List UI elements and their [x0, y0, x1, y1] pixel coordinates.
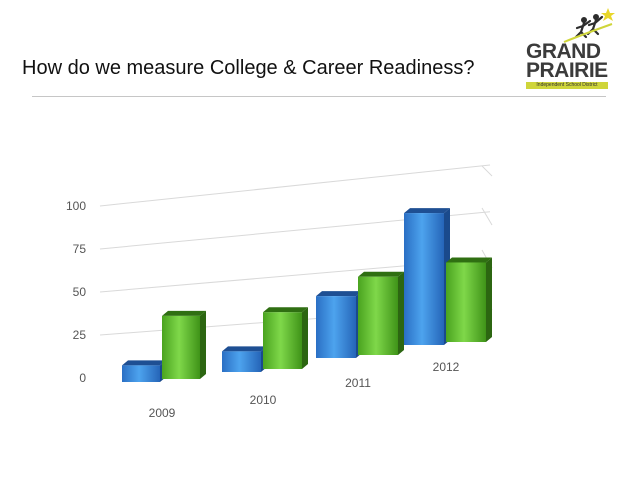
bar-top-face — [162, 310, 206, 316]
school-district-logo: GRAND PRAIRIE Independent School Distric… — [524, 6, 624, 90]
bar-side-face — [398, 271, 404, 355]
bar-green-2009 — [162, 310, 206, 379]
bar-green-2012 — [446, 257, 492, 342]
logo-wordmark-grand: GRAND — [526, 40, 601, 63]
bar-blue-2009 — [122, 360, 166, 382]
y-axis-ticks: 0 25 50 75 100 — [66, 199, 86, 385]
runners-star-icon — [563, 8, 615, 43]
bar-green-2010 — [263, 307, 308, 369]
y-tick-label: 25 — [73, 328, 87, 342]
logo-subtitle: Independent School District — [526, 82, 608, 89]
bar-side-face — [302, 307, 308, 369]
gridline — [99, 164, 491, 207]
gridline-depth — [481, 165, 493, 177]
bar-top-face — [404, 208, 450, 214]
y-tick-label: 100 — [66, 199, 86, 213]
bar-green-2011 — [358, 271, 404, 355]
y-tick-label: 0 — [79, 371, 86, 385]
bar-front-face — [222, 351, 261, 372]
bar-side-face — [486, 257, 492, 342]
bar-blue-2012 — [404, 208, 450, 345]
bar-top-face — [358, 271, 404, 277]
bar-top-face — [263, 307, 308, 313]
bar-front-face — [122, 365, 160, 382]
bar-top-face — [316, 291, 362, 297]
x-tick-label: 2011 — [345, 376, 371, 390]
bar-front-face — [162, 315, 200, 379]
bar-front-face — [358, 276, 398, 355]
bar-top-face — [446, 257, 492, 263]
bar-blue-2010 — [222, 346, 267, 372]
bar-side-face — [200, 310, 206, 379]
bar-front-face — [263, 312, 302, 369]
slide-title: How do we measure College & Career Readi… — [22, 57, 475, 79]
x-axis-ticks: 2009 2010 2011 2012 — [149, 360, 460, 420]
bar-front-face — [446, 262, 486, 342]
bar-front-face — [316, 296, 356, 358]
bar-front-face — [404, 213, 444, 345]
x-tick-label: 2009 — [149, 406, 176, 420]
title-divider — [32, 96, 606, 97]
y-tick-label: 75 — [73, 242, 87, 256]
y-tick-label: 50 — [73, 285, 87, 299]
x-tick-label: 2012 — [433, 360, 460, 374]
logo-wordmark-prairie: PRAIRIE — [526, 59, 608, 82]
chart-bars — [122, 208, 492, 382]
bar-top-face — [122, 360, 166, 366]
gridline-depth — [481, 207, 493, 226]
x-tick-label: 2010 — [250, 393, 277, 407]
bar-top-face — [222, 346, 267, 352]
bar-blue-2011 — [316, 291, 362, 358]
